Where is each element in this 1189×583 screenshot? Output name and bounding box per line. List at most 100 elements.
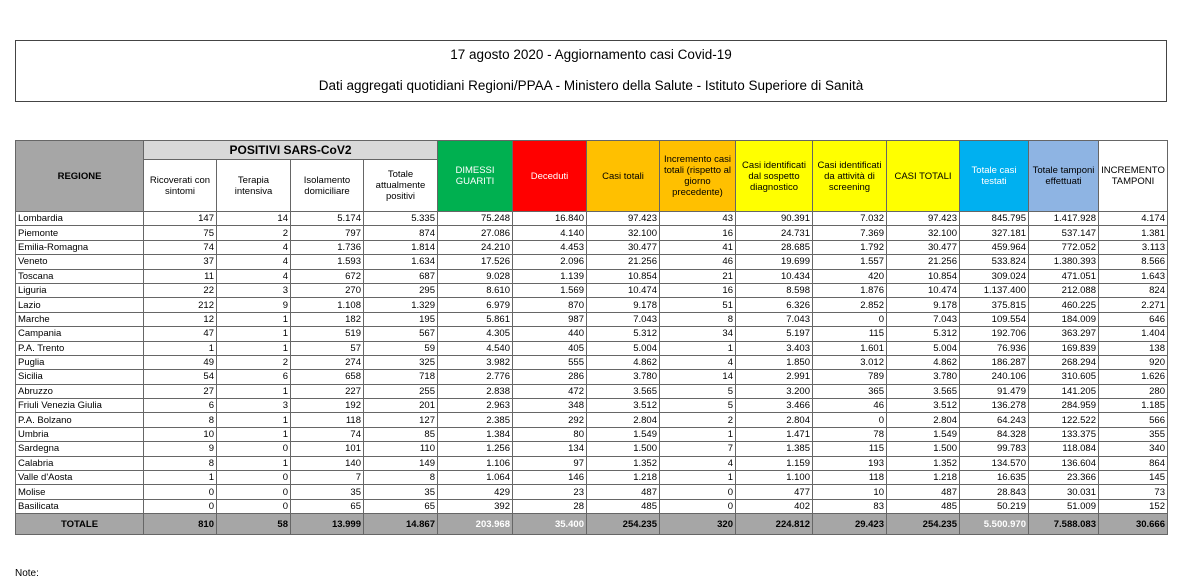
cell: 0 xyxy=(143,484,217,500)
cell: 824 xyxy=(1098,282,1168,299)
cell: 4.174 xyxy=(1098,210,1168,227)
cell: 3.565 xyxy=(886,383,960,400)
cell: 37 xyxy=(143,254,217,270)
cell: 46 xyxy=(659,254,736,270)
cell: 5.197 xyxy=(735,326,813,342)
region-name: Molise xyxy=(15,484,144,500)
cell: 51.009 xyxy=(1028,498,1099,515)
cell: 4.862 xyxy=(586,354,660,371)
cell: 1.736 xyxy=(290,239,364,256)
column-header: Casi totali xyxy=(586,140,660,212)
cell: 2 xyxy=(659,412,736,428)
cell: 355 xyxy=(1098,426,1168,443)
cell: 134.570 xyxy=(959,455,1029,472)
column-header: INCREMENTO TAMPONI xyxy=(1098,140,1168,212)
data-row: Sardegna 9 0 101 110 1.256 134 1.500 7 1.385 115 1.… xyxy=(15,441,1168,457)
cell: 73 xyxy=(1098,484,1168,500)
column-header: Casi identificati da attività di screeni… xyxy=(812,140,887,212)
cell: 41 xyxy=(659,239,736,256)
region-name: Umbria xyxy=(15,426,144,443)
region-name: Liguria xyxy=(15,282,144,299)
cell: 97.423 xyxy=(586,210,660,227)
region-name: Veneto xyxy=(15,254,144,270)
data-row: Calabria 8 1 140 149 1.106 97 1.352 4 1.159 193 1.3… xyxy=(15,455,1168,472)
cell: 97 xyxy=(512,455,587,472)
cell: 140 xyxy=(290,455,364,472)
cell: 270 xyxy=(290,282,364,299)
column-header: CASI TOTALI xyxy=(886,140,960,212)
data-row: Veneto 37 4 1.593 1.634 17.526 2.096 21.256 46 19… xyxy=(15,254,1168,270)
cell: 2.852 xyxy=(812,297,887,313)
cell: 274 xyxy=(290,354,364,371)
cell: 5.174 xyxy=(290,210,364,227)
cell: 35 xyxy=(363,484,438,500)
cell: 21 xyxy=(659,268,736,284)
cell: 184.009 xyxy=(1028,311,1099,328)
cell: 30.477 xyxy=(586,239,660,256)
cell: 23 xyxy=(512,484,587,500)
data-row: Friuli Venezia Giulia 6 3 192 201 2.963 348 3.5… xyxy=(15,398,1168,414)
cell: 870 xyxy=(512,297,587,313)
cell: 4 xyxy=(216,239,291,256)
cell: 0 xyxy=(216,470,291,486)
cell: 1.064 xyxy=(437,470,513,486)
cell: 182 xyxy=(290,311,364,328)
cell: 1.185 xyxy=(1098,398,1168,414)
cell: 78 xyxy=(812,426,887,443)
data-table: REGIONE POSITIVI SARS-CoV2 DIMESSI GUARITI… xyxy=(15,140,1168,536)
region-name: Sicilia xyxy=(15,369,144,385)
cell: 192.706 xyxy=(959,326,1029,342)
cell: 21.256 xyxy=(586,254,660,270)
cell: 658 xyxy=(290,369,364,385)
cell: 405 xyxy=(512,340,587,356)
cell: 1.381 xyxy=(1098,225,1168,241)
cell: 10.474 xyxy=(586,282,660,299)
cell: 27 xyxy=(143,383,217,400)
cell: 46 xyxy=(812,398,887,414)
cell: 3.113 xyxy=(1098,239,1168,256)
region-name: Friuli Venezia Giulia xyxy=(15,398,144,414)
column-header: Terapia intensiva xyxy=(216,159,291,212)
column-header: Ricoverati con sintomi xyxy=(143,159,217,212)
cell: 16.635 xyxy=(959,470,1029,486)
cell: 8 xyxy=(143,412,217,428)
title: 17 agosto 2020 - Aggiornamento casi Covi… xyxy=(450,47,732,62)
cell: 5 xyxy=(659,398,736,414)
cell: 7.043 xyxy=(886,311,960,328)
cell: 1.352 xyxy=(886,455,960,472)
region-name: Lazio xyxy=(15,297,144,313)
cell: 460.225 xyxy=(1028,297,1099,313)
total-cell: 13.999 xyxy=(290,513,364,536)
cell: 1.417.928 xyxy=(1028,210,1099,227)
cell: 4.305 xyxy=(437,326,513,342)
cell: 65 xyxy=(363,498,438,515)
cell: 74 xyxy=(143,239,217,256)
cell: 6.326 xyxy=(735,297,813,313)
column-header: Totale tamponi effettuati xyxy=(1028,140,1099,212)
cell: 10 xyxy=(143,426,217,443)
cell: 7.043 xyxy=(586,311,660,328)
cell: 5.004 xyxy=(586,340,660,356)
cell: 6 xyxy=(216,369,291,385)
cell: 1.137.400 xyxy=(959,282,1029,299)
cell: 3.565 xyxy=(586,383,660,400)
cell: 646 xyxy=(1098,311,1168,328)
cell: 5.312 xyxy=(586,326,660,342)
column-header: Deceduti xyxy=(512,140,587,212)
total-cell: 254.235 xyxy=(886,513,960,536)
cell: 21.256 xyxy=(886,254,960,270)
cell: 1.500 xyxy=(586,441,660,457)
cell: 8.598 xyxy=(735,282,813,299)
cell: 3.512 xyxy=(586,398,660,414)
cell: 340 xyxy=(1098,441,1168,457)
cell: 19.699 xyxy=(735,254,813,270)
cell: 555 xyxy=(512,354,587,371)
total-cell: 203.968 xyxy=(437,513,513,536)
cell: 240.106 xyxy=(959,369,1029,385)
cell: 83 xyxy=(812,498,887,515)
cell: 10.434 xyxy=(735,268,813,284)
column-header: Totale casi testati xyxy=(959,140,1029,212)
cell: 845.795 xyxy=(959,210,1029,227)
cell: 169.839 xyxy=(1028,340,1099,356)
total-cell: 810 xyxy=(143,513,217,536)
